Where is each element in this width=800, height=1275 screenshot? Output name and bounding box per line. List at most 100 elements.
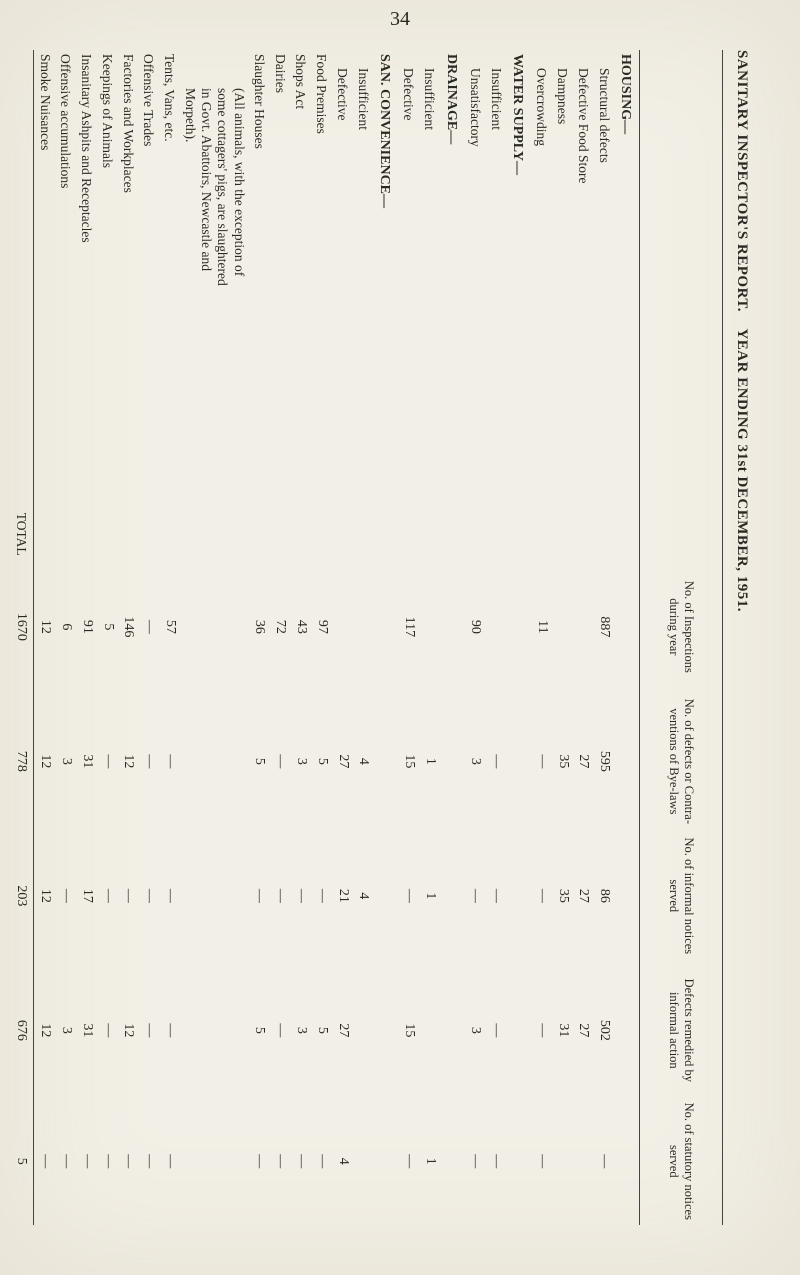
table-row: (All animals, with the exception of some… (180, 50, 249, 1225)
page-number: 34 (390, 8, 410, 31)
cell-value: — (269, 694, 290, 828)
col-header: No. of statutory notices served (640, 1098, 723, 1225)
cell-value (552, 560, 573, 694)
cell-value: 31 (552, 963, 573, 1097)
table-row: Defective Food Store272727 (573, 50, 594, 1225)
total-label: TOTAL (11, 50, 34, 560)
table-row: Factories and Workplaces14612—12— (118, 50, 139, 1225)
cell-value: — (55, 1098, 76, 1225)
table-row: Defective11715—15— (398, 50, 419, 1225)
cell-value: — (97, 963, 118, 1097)
row-label: Offensive Trades (138, 50, 159, 560)
cell-value: 35 (552, 694, 573, 828)
page: 34 SANITARY INSPECTOR'S REPORT. YEAR END… (0, 0, 800, 1275)
table-row: Dairies72———— (269, 50, 290, 1225)
table-row: Offensive accumulations63—3— (55, 50, 76, 1225)
row-note: (All animals, with the exception of some… (180, 50, 249, 1225)
row-label: Keepings of Animals (97, 50, 118, 560)
cell-value: 27 (332, 963, 353, 1097)
table-row: HOUSING— (614, 50, 639, 1225)
table-body: HOUSING—Structural defects88759586502—De… (11, 50, 640, 1225)
cell-value: — (269, 829, 290, 963)
row-label: Defective (398, 50, 419, 560)
table-row: Insufficient111 (419, 50, 440, 1225)
cell-value: 17 (76, 829, 97, 963)
cell-value: 1 (419, 694, 440, 828)
cell-value: 11 (531, 560, 552, 694)
cell-value: — (97, 1098, 118, 1225)
section-heading: WATER SUPPLY— (506, 50, 531, 1225)
cell-value: 12 (34, 963, 55, 1097)
cell-value: — (76, 1098, 97, 1225)
table-row: Food Premises975—5— (311, 50, 332, 1225)
row-label: Overcrowding (531, 50, 552, 560)
report-sheet: SANITARY INSPECTOR'S REPORT. YEAR ENDING… (50, 50, 750, 1225)
cell-value: — (531, 694, 552, 828)
cell-value: — (118, 1098, 139, 1225)
table-row: Dampness353531 (552, 50, 573, 1225)
cell-value: 15 (398, 694, 419, 828)
cell-value: 117 (398, 560, 419, 694)
cell-value: 5 (311, 963, 332, 1097)
table-row: Offensive Trades————— (138, 50, 159, 1225)
cell-value: 5 (97, 560, 118, 694)
row-label: Dairies (269, 50, 290, 560)
table-head: No. of Inspections during year No. of de… (640, 50, 723, 1225)
row-label: Structural defects (593, 50, 614, 560)
row-label: Insufficient (419, 50, 440, 560)
cell-value: 3 (465, 963, 486, 1097)
cell-value: 3 (55, 963, 76, 1097)
cell-value: — (531, 829, 552, 963)
cell-value: — (531, 963, 552, 1097)
col-header: Defects remedied by informal action (640, 963, 723, 1097)
cell-value: 35 (552, 829, 573, 963)
cell-value: 12 (118, 694, 139, 828)
cell-value: 43 (290, 560, 311, 694)
cell-value: 27 (573, 829, 594, 963)
row-label: Insufficient (353, 50, 374, 560)
cell-value: — (138, 829, 159, 963)
table-row: SAN. CONVENIENCE— (373, 50, 398, 1225)
cell-value: — (311, 829, 332, 963)
inspection-table: No. of Inspections during year No. of de… (11, 50, 723, 1225)
cell-value: — (249, 829, 270, 963)
cell-value (332, 560, 353, 694)
row-label: Offensive accumulations (55, 50, 76, 560)
cell-value: 887 (593, 560, 614, 694)
cell-value: — (138, 1098, 159, 1225)
cell-value: 91 (76, 560, 97, 694)
table-row: Keepings of Animals5———— (97, 50, 118, 1225)
row-label: Factories and Workplaces (118, 50, 139, 560)
cell-value: 31 (76, 694, 97, 828)
cell-value: — (465, 1098, 486, 1225)
row-label: Defective Food Store (573, 50, 594, 560)
cell-value: 6 (55, 560, 76, 694)
cell-value: — (159, 694, 180, 828)
table-row: WATER SUPPLY— (506, 50, 531, 1225)
cell-value: 12 (34, 560, 55, 694)
cell-value: — (138, 560, 159, 694)
row-label: Slaughter Houses (249, 50, 270, 560)
row-label: Dampness (552, 50, 573, 560)
cell-value (419, 560, 440, 694)
col-header-blank (640, 50, 723, 560)
cell-value: 27 (332, 694, 353, 828)
row-label: Unsatisfactory (465, 50, 486, 560)
cell-value: 86 (593, 829, 614, 963)
table-row: Defective2721274 (332, 50, 353, 1225)
cell-value (353, 560, 374, 694)
total-value: 778 (11, 694, 34, 828)
cell-value: 146 (118, 560, 139, 694)
table-row: Insanitary Ashpits and Receptacles913117… (76, 50, 97, 1225)
cell-value: 36 (249, 560, 270, 694)
col-header: No. of defects or Contra- ventions of By… (640, 694, 723, 828)
cell-value: — (593, 1098, 614, 1225)
cell-value: 12 (118, 963, 139, 1097)
section-heading: HOUSING— (614, 50, 639, 1225)
cell-value: — (485, 829, 506, 963)
table-row: Slaughter Houses365—5— (249, 50, 270, 1225)
cell-value: 4 (353, 694, 374, 828)
cell-value: — (97, 829, 118, 963)
row-label: Insufficient (485, 50, 506, 560)
cell-value: — (269, 963, 290, 1097)
